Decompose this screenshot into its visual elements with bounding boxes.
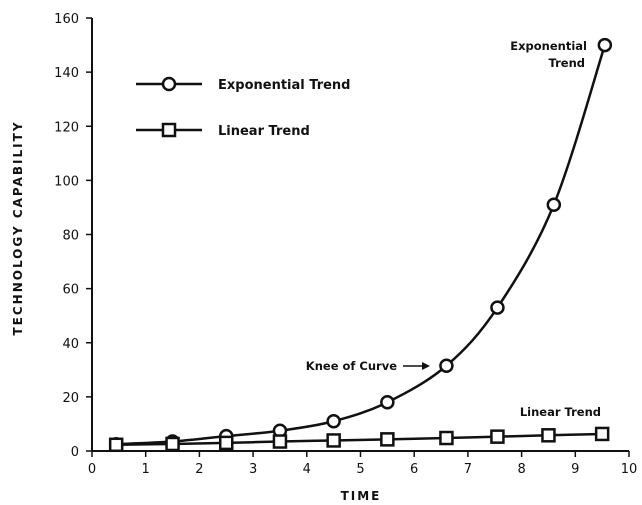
x-tick-label: 9: [571, 462, 579, 477]
annotation-exponential-line1: Exponential: [510, 39, 587, 53]
data-point-linear: [490, 429, 505, 444]
x-tick-label: 8: [517, 462, 525, 477]
y-tick-label: 120: [54, 120, 79, 135]
legend-label-linear: Linear Trend: [218, 124, 310, 139]
x-tick-label: 2: [195, 462, 203, 477]
y-tick-label: 160: [54, 12, 79, 27]
legend: Exponential Trend Linear Trend: [136, 76, 350, 139]
annotation-exponential-line2: Trend: [549, 56, 585, 70]
series-line-linear: [116, 432, 603, 447]
x-tick-label: 4: [303, 462, 311, 477]
y-tick-label: 100: [54, 174, 79, 189]
legend-marker-square: [161, 122, 177, 138]
data-point-exponential: [380, 395, 395, 410]
x-tick-label: 7: [464, 462, 472, 477]
data-point-exponential: [597, 37, 613, 53]
data-point-exponential: [546, 197, 562, 212]
y-tick-label: 60: [62, 283, 79, 298]
data-point-linear: [380, 432, 395, 447]
data-point-linear: [439, 430, 454, 446]
x-axis-title: TIME: [341, 489, 382, 503]
legend-label-exponential: Exponential Trend: [218, 78, 350, 93]
data-point-exponential: [490, 300, 505, 315]
series-linear: [108, 426, 610, 453]
x-tick-label: 1: [142, 462, 150, 477]
y-tick-label: 20: [62, 391, 79, 406]
x-tick-label: 3: [249, 462, 257, 477]
data-point-exponential: [439, 358, 454, 374]
x-tick-label: 0: [88, 462, 96, 477]
series-exponential: [108, 37, 613, 452]
data-point-linear: [594, 426, 610, 442]
x-tick-label: 10: [621, 462, 638, 477]
data-point-linear: [541, 428, 556, 443]
y-tick-label: 80: [62, 229, 79, 244]
annotation-knee-label: Knee of Curve: [306, 359, 397, 373]
annotation-knee-arrowhead: [422, 362, 430, 370]
x-tick-label: 5: [356, 462, 364, 477]
y-ticks: 0 20 40 60 80 100 120 140 160: [54, 12, 92, 460]
y-tick-label: 140: [54, 66, 79, 81]
y-tick-label: 40: [62, 337, 79, 352]
data-point-linear: [165, 436, 180, 452]
annotations: Exponential Trend Knee of Curve Linear T…: [306, 39, 601, 419]
data-point-linear: [108, 437, 124, 453]
y-tick-label: 0: [71, 445, 79, 460]
legend-marker-circle: [161, 76, 177, 92]
data-point-exponential: [326, 413, 341, 429]
series-line-exponential: [116, 44, 607, 446]
annotation-linear-label: Linear Trend: [520, 405, 601, 419]
x-tick-label: 6: [410, 462, 418, 477]
y-axis-title: TECHNOLOGY CAPABILITY: [11, 120, 25, 335]
data-point-linear: [326, 433, 341, 448]
series-layer: [108, 37, 613, 453]
data-point-linear: [272, 434, 288, 449]
x-ticks: 0 1 2 3 4 5 6 7 8 9 10: [88, 451, 637, 477]
data-point-linear: [219, 435, 234, 451]
